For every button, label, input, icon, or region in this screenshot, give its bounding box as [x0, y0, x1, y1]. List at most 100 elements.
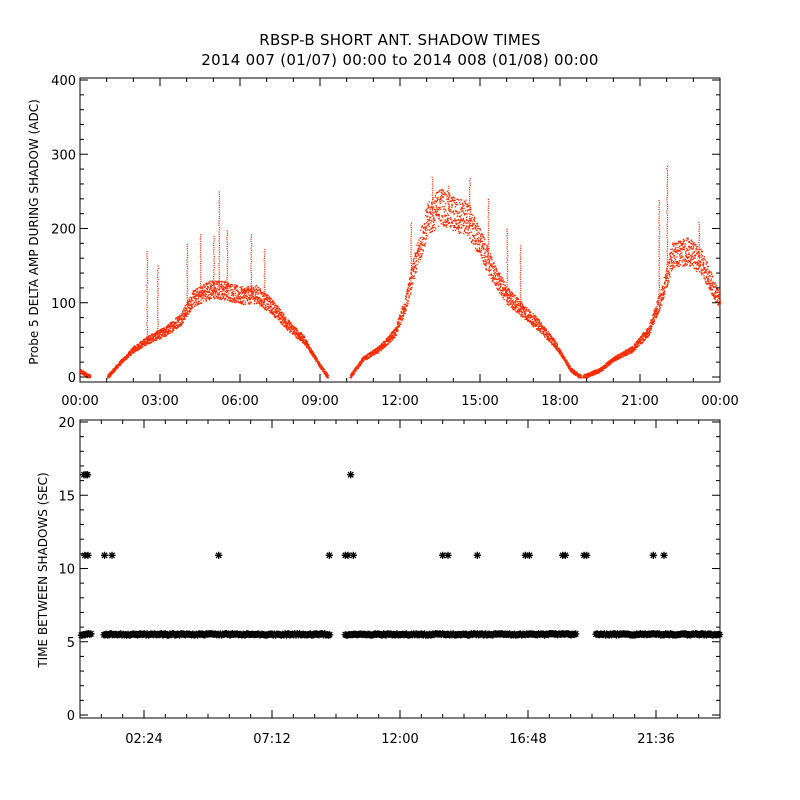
amplitude-point	[378, 348, 380, 351]
amplitude-point	[252, 295, 254, 297]
amplitude-point	[454, 218, 456, 220]
amplitude-point	[154, 334, 157, 337]
amplitude-point	[117, 364, 119, 366]
amplitude-point	[378, 350, 380, 353]
amplitude-point	[636, 346, 638, 349]
amplitude-point	[421, 226, 423, 228]
amplitude-point	[209, 284, 211, 287]
amplitude-point	[413, 257, 415, 260]
amplitude-point	[397, 330, 399, 332]
amplitude-point	[216, 297, 218, 299]
amplitude-point	[461, 199, 463, 201]
amplitude-point	[625, 351, 628, 353]
amplitude-point	[506, 296, 509, 298]
amplitude-point	[242, 286, 244, 288]
amplitude-point	[484, 251, 486, 253]
amplitude-point	[489, 258, 491, 260]
amplitude-point	[432, 215, 434, 217]
amplitude-point	[158, 330, 160, 333]
amplitude-point	[548, 335, 551, 337]
amplitude-point	[284, 321, 286, 323]
amplitude-point	[481, 254, 483, 256]
amplitude-point	[495, 282, 497, 284]
amplitude-point	[454, 220, 456, 222]
amplitude-point	[520, 304, 522, 306]
amplitude-point	[151, 341, 153, 343]
amplitude-point	[235, 300, 237, 302]
amplitude-point	[259, 300, 262, 302]
amplitude-point	[142, 345, 144, 348]
amplitude-point	[492, 267, 494, 269]
amplitude-point	[89, 376, 92, 378]
amplitude-point	[269, 311, 272, 313]
amplitude-point	[436, 208, 438, 210]
amplitude-point	[471, 240, 473, 242]
amplitude-point	[427, 203, 429, 205]
amplitude-point	[212, 293, 214, 295]
amplitude-point	[490, 277, 492, 279]
amplitude-point	[527, 320, 529, 322]
amplitude-point	[221, 291, 223, 293]
amplitude-point	[644, 332, 647, 335]
amplitude-point	[533, 316, 535, 318]
amplitude-point	[230, 294, 232, 296]
amplitude-point	[401, 318, 404, 320]
amplitude-point	[540, 330, 542, 333]
amplitude-point	[470, 208, 472, 210]
amplitude-point	[355, 369, 357, 372]
amplitude-point	[248, 286, 250, 288]
amplitude-point	[443, 224, 445, 226]
amplitude-point	[529, 320, 531, 322]
amplitude-point	[194, 293, 197, 295]
amplitude-point	[354, 368, 356, 370]
amplitude-point	[417, 254, 419, 256]
amplitude-point	[169, 322, 171, 325]
amplitude-point	[187, 303, 190, 305]
amplitude-point	[208, 290, 210, 292]
amplitude-point	[297, 338, 299, 340]
amplitude-point	[247, 287, 249, 289]
amplitude-point	[161, 335, 163, 337]
amplitude-point	[462, 218, 464, 220]
amplitude-point	[405, 296, 408, 298]
amplitude-point	[265, 293, 267, 295]
amplitude-point	[151, 336, 153, 339]
amplitude-point	[462, 225, 464, 227]
amplitude-point	[642, 335, 644, 338]
amplitude-point	[460, 232, 462, 234]
amplitude-point	[426, 216, 428, 218]
amplitude-point	[589, 372, 591, 374]
amplitude-point	[497, 288, 499, 290]
amplitude-point	[573, 372, 575, 375]
amplitude-point	[251, 290, 253, 292]
amplitude-point	[483, 248, 485, 250]
amplitude-point	[521, 304, 524, 306]
amplitude-point	[254, 300, 256, 302]
amplitude-point	[421, 236, 423, 238]
amplitude-point	[236, 290, 239, 292]
amplitude-point	[143, 338, 145, 340]
amplitude-point	[408, 300, 410, 302]
amplitude-point	[393, 337, 395, 340]
amplitude-point	[529, 315, 531, 317]
amplitude-point	[245, 295, 248, 297]
amplitude-point	[423, 227, 425, 229]
amplitude-point	[510, 293, 512, 295]
amplitude-point	[127, 356, 129, 358]
amplitude-point	[81, 371, 83, 373]
amplitude-point	[192, 293, 194, 295]
amplitude-point	[485, 250, 488, 252]
amplitude-point	[430, 222, 432, 224]
amplitude-point	[507, 304, 510, 306]
amplitude-point	[573, 371, 575, 374]
amplitude-point	[134, 346, 136, 349]
amplitude-point	[267, 306, 270, 308]
amplitude-point	[416, 259, 418, 262]
amplitude-point	[522, 308, 524, 310]
amplitude-point	[188, 306, 190, 308]
amplitude-point	[250, 295, 252, 297]
amplitude-point	[484, 239, 486, 241]
amplitude-point	[144, 340, 146, 342]
amplitude-point	[492, 276, 495, 279]
amplitude-point	[390, 335, 392, 337]
